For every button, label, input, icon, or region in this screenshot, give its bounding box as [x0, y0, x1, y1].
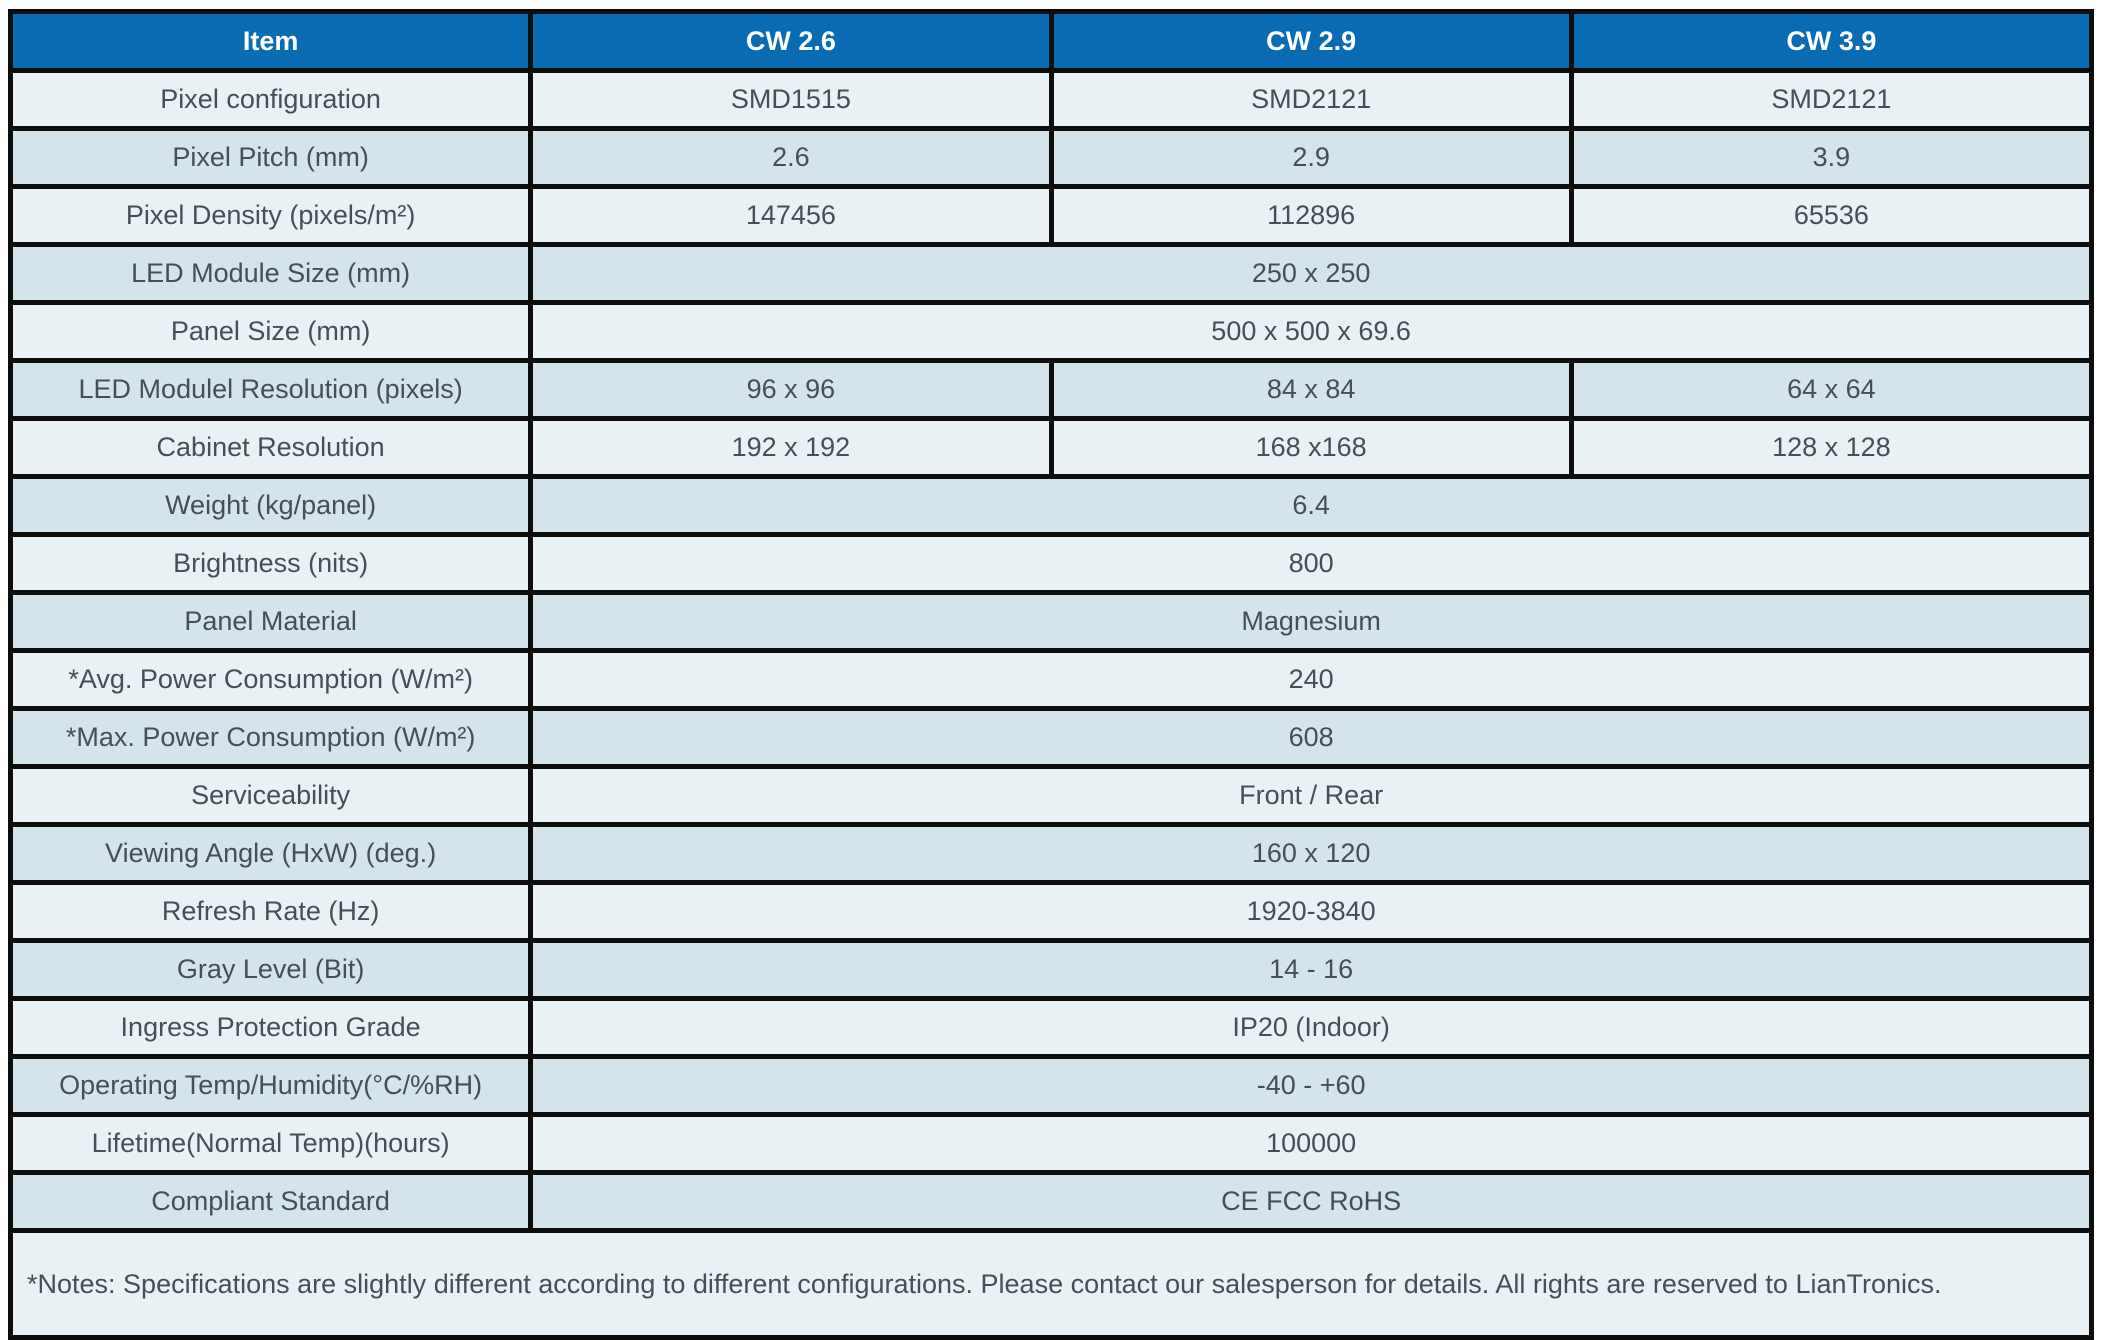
- row-label: Brightness (nits): [7, 532, 534, 595]
- table-row: Refresh Rate (Hz) 1920-3840: [7, 880, 2094, 943]
- row-label: Gray Level (Bit): [7, 938, 534, 1001]
- table-row: Operating Temp/Humidity(°C/%RH) -40 - +6…: [7, 1054, 2094, 1117]
- row-label: Pixel Pitch (mm): [7, 126, 534, 189]
- cell-value-merged: 250 x 250: [528, 242, 2094, 305]
- row-label: LED Module Size (mm): [7, 242, 534, 305]
- cell-value-merged: CE FCC RoHS: [528, 1170, 2094, 1233]
- cell-value-merged: IP20 (Indoor): [528, 996, 2094, 1059]
- cell-value-merged: 500 x 500 x 69.6: [528, 300, 2094, 363]
- row-label: Operating Temp/Humidity(°C/%RH): [7, 1054, 534, 1117]
- cell-value: 84 x 84: [1048, 358, 1574, 421]
- cell-value-merged: 6.4: [528, 474, 2094, 537]
- notes-row: *Notes: Specifications are slightly diff…: [8, 1228, 2094, 1340]
- table-row: Pixel Pitch (mm) 2.6 2.9 3.9: [7, 126, 2095, 189]
- table-row: Lifetime(Normal Temp)(hours) 100000: [7, 1112, 2094, 1175]
- cell-value: 96 x 96: [528, 358, 1054, 421]
- row-label: Weight (kg/panel): [7, 474, 534, 537]
- row-label: Pixel Density (pixels/m²): [7, 184, 534, 247]
- spec-table-header: Item CW 2.6 CW 2.9 CW 3.9: [7, 9, 2095, 73]
- cell-value-merged: 800: [528, 532, 2094, 595]
- col-header-cw39: CW 3.9: [1568, 9, 2095, 73]
- col-header-cw26: CW 2.6: [528, 9, 1054, 73]
- cell-value: 64 x 64: [1568, 358, 2095, 421]
- row-label: Panel Size (mm): [7, 300, 534, 363]
- table-row: Serviceability Front / Rear: [7, 764, 2094, 827]
- row-label: Cabinet Resolution: [7, 416, 534, 479]
- cell-value-merged: 160 x 120: [528, 822, 2094, 885]
- table-row: Pixel Density (pixels/m²) 147456 112896 …: [7, 184, 2095, 247]
- table-row: Gray Level (Bit) 14 - 16: [7, 938, 2094, 1001]
- row-label: Serviceability: [7, 764, 534, 827]
- row-label: Pixel configuration: [7, 68, 534, 131]
- table-row: Cabinet Resolution 192 x 192 168 x168 12…: [7, 416, 2095, 479]
- table-row: Panel Material Magnesium: [7, 590, 2094, 653]
- cell-value-merged: Magnesium: [528, 590, 2094, 653]
- cell-value-merged: 100000: [528, 1112, 2094, 1175]
- cell-value: 168 x168: [1048, 416, 1574, 479]
- table-row: LED Module Size (mm) 250 x 250: [7, 242, 2094, 305]
- table-row: Weight (kg/panel) 6.4: [7, 474, 2094, 537]
- cell-value: 192 x 192: [528, 416, 1054, 479]
- table-row: *Max. Power Consumption (W/m²) 608: [7, 706, 2094, 769]
- row-label: Ingress Protection Grade: [7, 996, 534, 1059]
- table-row: Ingress Protection Grade IP20 (Indoor): [7, 996, 2094, 1059]
- cell-value: 147456: [528, 184, 1054, 247]
- table-row: Viewing Angle (HxW) (deg.) 160 x 120: [7, 822, 2094, 885]
- cell-value: SMD2121: [1048, 68, 1574, 131]
- row-label: LED Modulel Resolution (pixels): [7, 358, 534, 421]
- row-label: *Avg. Power Consumption (W/m²): [7, 648, 534, 711]
- cell-value: 2.6: [528, 126, 1054, 189]
- spec-table-footer: *Notes: Specifications are slightly diff…: [8, 1228, 2094, 1340]
- row-label: *Max. Power Consumption (W/m²): [7, 706, 534, 769]
- cell-value-merged: 1920-3840: [528, 880, 2094, 943]
- table-row: *Avg. Power Consumption (W/m²) 240: [7, 648, 2094, 711]
- row-label: Panel Material: [7, 590, 534, 653]
- cell-value-merged: 240: [528, 648, 2094, 711]
- row-label: Compliant Standard: [7, 1170, 534, 1233]
- spec-table: Item CW 2.6 CW 2.9 CW 3.9 Pixel configur…: [7, 9, 2095, 1340]
- table-row: Brightness (nits) 800: [7, 532, 2094, 595]
- cell-value-merged: 14 - 16: [528, 938, 2094, 1001]
- row-label: Viewing Angle (HxW) (deg.): [7, 822, 534, 885]
- cell-value: 2.9: [1048, 126, 1574, 189]
- table-row: LED Modulel Resolution (pixels) 96 x 96 …: [7, 358, 2095, 421]
- table-row: Pixel configuration SMD1515 SMD2121 SMD2…: [7, 68, 2095, 131]
- header-row: Item CW 2.6 CW 2.9 CW 3.9: [7, 9, 2095, 73]
- table-row: Compliant Standard CE FCC RoHS: [7, 1170, 2094, 1233]
- row-label: Lifetime(Normal Temp)(hours): [7, 1112, 534, 1175]
- row-label: Refresh Rate (Hz): [7, 880, 534, 943]
- table-row: Panel Size (mm) 500 x 500 x 69.6: [7, 300, 2094, 363]
- cell-value-merged: Front / Rear: [528, 764, 2094, 827]
- cell-value: 112896: [1048, 184, 1574, 247]
- cell-value: SMD2121: [1568, 68, 2095, 131]
- cell-value: 65536: [1568, 184, 2095, 247]
- cell-value: 3.9: [1568, 126, 2095, 189]
- col-header-item: Item: [7, 9, 534, 73]
- spec-table-body: Pixel configuration SMD1515 SMD2121 SMD2…: [7, 68, 2095, 1233]
- cell-value: SMD1515: [528, 68, 1054, 131]
- cell-value-merged: -40 - +60: [528, 1054, 2094, 1117]
- cell-value: 128 x 128: [1568, 416, 2095, 479]
- cell-value-merged: 608: [528, 706, 2094, 769]
- col-header-cw29: CW 2.9: [1048, 9, 1574, 73]
- notes-text: *Notes: Specifications are slightly diff…: [8, 1228, 2094, 1340]
